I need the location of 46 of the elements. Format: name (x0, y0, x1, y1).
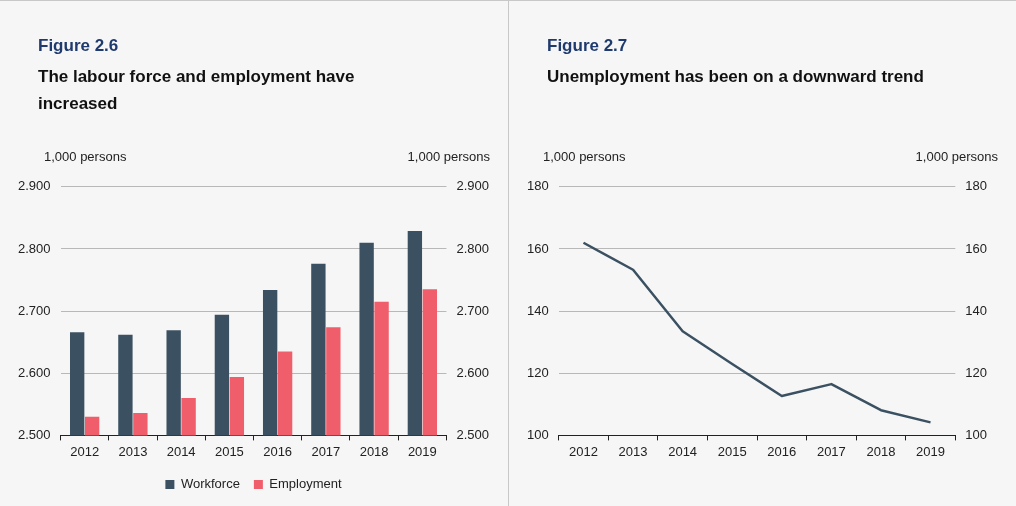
y2-tick-label: 160 (965, 240, 988, 256)
y-tick-label: 2.700 (17, 302, 51, 318)
chart-title: Figure 2.7 (547, 36, 628, 56)
x-tick-label: 2012 (70, 443, 100, 459)
y2-axis-title: 1,000 persons (407, 149, 490, 164)
y2-axis-title: 1,000 persons (915, 149, 998, 164)
x-tick-label: 2018 (359, 443, 389, 459)
x-tick-label: 2019 (407, 443, 437, 459)
x-tick-label: 2013 (118, 443, 148, 459)
chart-subtitle: Unemployment has been on a downward trend (547, 66, 925, 88)
y-tick-label: 2.900 (17, 178, 51, 194)
y2-tick-label: 2.800 (456, 240, 490, 256)
x-tick-label: 2018 (866, 443, 896, 459)
x-tick-label: 2017 (311, 443, 341, 459)
y2-tick-label: 2.900 (456, 178, 490, 194)
y2-tick-label: 2.500 (456, 426, 490, 442)
y-tick-label: 120 (526, 364, 549, 380)
legend-label: Employment (269, 476, 343, 492)
y2-tick-label: 120 (965, 364, 988, 380)
y-tick-label: 2.500 (17, 426, 51, 442)
x-tick-label: 2015 (214, 443, 244, 459)
y-tick-label: 2.600 (17, 364, 51, 380)
y-tick-label: 140 (526, 302, 549, 318)
y-axis-title: 1,000 persons (543, 149, 626, 164)
x-tick-label: 2012 (569, 443, 598, 459)
x-tick-label: 2016 (263, 443, 293, 459)
y2-tick-label: 100 (965, 426, 988, 442)
y-tick-label: 180 (526, 178, 549, 194)
y2-tick-label: 180 (965, 178, 988, 194)
legend-label: Workforce (180, 476, 240, 492)
y2-tick-label: 2.700 (456, 302, 490, 318)
chart-title: Figure 2.6 (38, 36, 119, 56)
y-tick-label: 100 (526, 426, 549, 442)
x-tick-label: 2014 (668, 443, 698, 459)
y-tick-label: 160 (526, 240, 549, 256)
y2-tick-label: 2.600 (456, 364, 490, 380)
y-tick-label: 2.800 (17, 240, 51, 256)
chart-subtitle: The labour force and employment have increased (38, 66, 356, 115)
x-tick-label: 2016 (767, 443, 797, 459)
x-tick-label: 2017 (816, 443, 846, 459)
x-tick-label: 2015 (717, 443, 747, 459)
x-tick-label: 2019 (916, 443, 945, 459)
y2-tick-label: 140 (965, 302, 988, 318)
x-tick-label: 2014 (166, 443, 196, 459)
x-tick-label: 2013 (618, 443, 648, 459)
y-axis-title: 1,000 persons (44, 149, 127, 164)
